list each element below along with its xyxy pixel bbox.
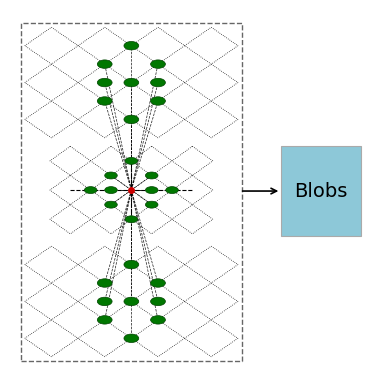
Ellipse shape <box>105 187 117 194</box>
Ellipse shape <box>151 279 165 287</box>
Ellipse shape <box>84 187 97 194</box>
Ellipse shape <box>151 60 165 68</box>
Ellipse shape <box>145 172 158 179</box>
Ellipse shape <box>105 201 117 208</box>
Ellipse shape <box>145 187 158 194</box>
FancyBboxPatch shape <box>21 23 242 361</box>
Ellipse shape <box>124 260 139 269</box>
Ellipse shape <box>124 115 139 124</box>
Ellipse shape <box>124 297 139 306</box>
Ellipse shape <box>125 216 138 223</box>
Ellipse shape <box>125 157 138 164</box>
Ellipse shape <box>97 279 112 287</box>
Ellipse shape <box>97 297 112 306</box>
Ellipse shape <box>124 78 139 87</box>
Ellipse shape <box>97 97 112 105</box>
Ellipse shape <box>166 187 178 194</box>
Ellipse shape <box>124 41 139 50</box>
Ellipse shape <box>97 316 112 324</box>
Ellipse shape <box>145 201 158 208</box>
Ellipse shape <box>124 334 139 343</box>
Ellipse shape <box>105 172 117 179</box>
Ellipse shape <box>151 297 165 306</box>
Ellipse shape <box>97 60 112 68</box>
Ellipse shape <box>97 78 112 87</box>
FancyBboxPatch shape <box>281 146 361 236</box>
Ellipse shape <box>151 97 165 105</box>
Text: Blobs: Blobs <box>294 182 348 200</box>
Ellipse shape <box>151 78 165 87</box>
Ellipse shape <box>151 316 165 324</box>
